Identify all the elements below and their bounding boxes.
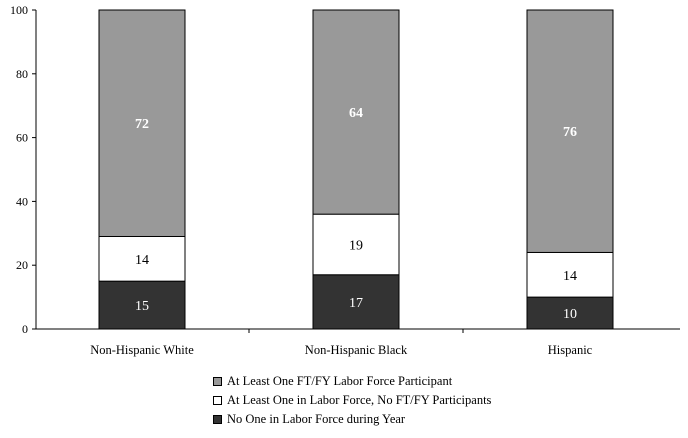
y-tick-label: 20 [16,258,28,272]
data-label: 17 [349,296,363,311]
legend-item-ftfy: At Least One FT/FY Labor Force Participa… [213,372,573,391]
bar-segment [98,9,186,237]
data-label: 14 [563,269,577,284]
y-tick-label: 100 [10,3,28,17]
bar-segment [526,9,614,253]
data-label: 10 [563,307,577,322]
bar-segment [526,251,614,298]
bar-segment [98,235,186,282]
legend-swatch-no-one [213,415,222,424]
bar-segment [312,274,400,330]
bar-segment [312,213,400,276]
legend-label-no-ftfy: At Least One in Labor Force, No FT/FY Pa… [227,393,492,407]
data-label: 14 [135,253,149,268]
legend-label-ftfy: At Least One FT/FY Labor Force Participa… [227,374,453,388]
x-category-label: Non-Hispanic Black [305,343,408,357]
x-category-label: Hispanic [548,343,593,357]
legend: At Least One FT/FY Labor Force Participa… [213,372,573,429]
y-tick-label: 0 [22,322,28,336]
data-label: 15 [135,299,149,314]
bar-segment [526,296,614,330]
data-label: 72 [135,117,149,132]
bar-segment [312,9,400,215]
y-tick-label: 80 [16,67,28,81]
legend-swatch-no-ftfy [213,396,222,405]
legend-label-no-one: No One in Labor Force during Year [227,412,406,426]
y-tick-label: 60 [16,131,28,145]
data-label: 64 [349,106,363,121]
legend-item-no-one: No One in Labor Force during Year [213,410,573,429]
y-tick-label: 40 [16,194,28,208]
x-category-label: Non-Hispanic White [90,343,194,357]
data-label: 76 [563,125,577,140]
legend-swatch-ftfy [213,377,222,386]
legend-item-no-ftfy: At Least One in Labor Force, No FT/FY Pa… [213,391,573,410]
data-label: 19 [349,238,363,253]
